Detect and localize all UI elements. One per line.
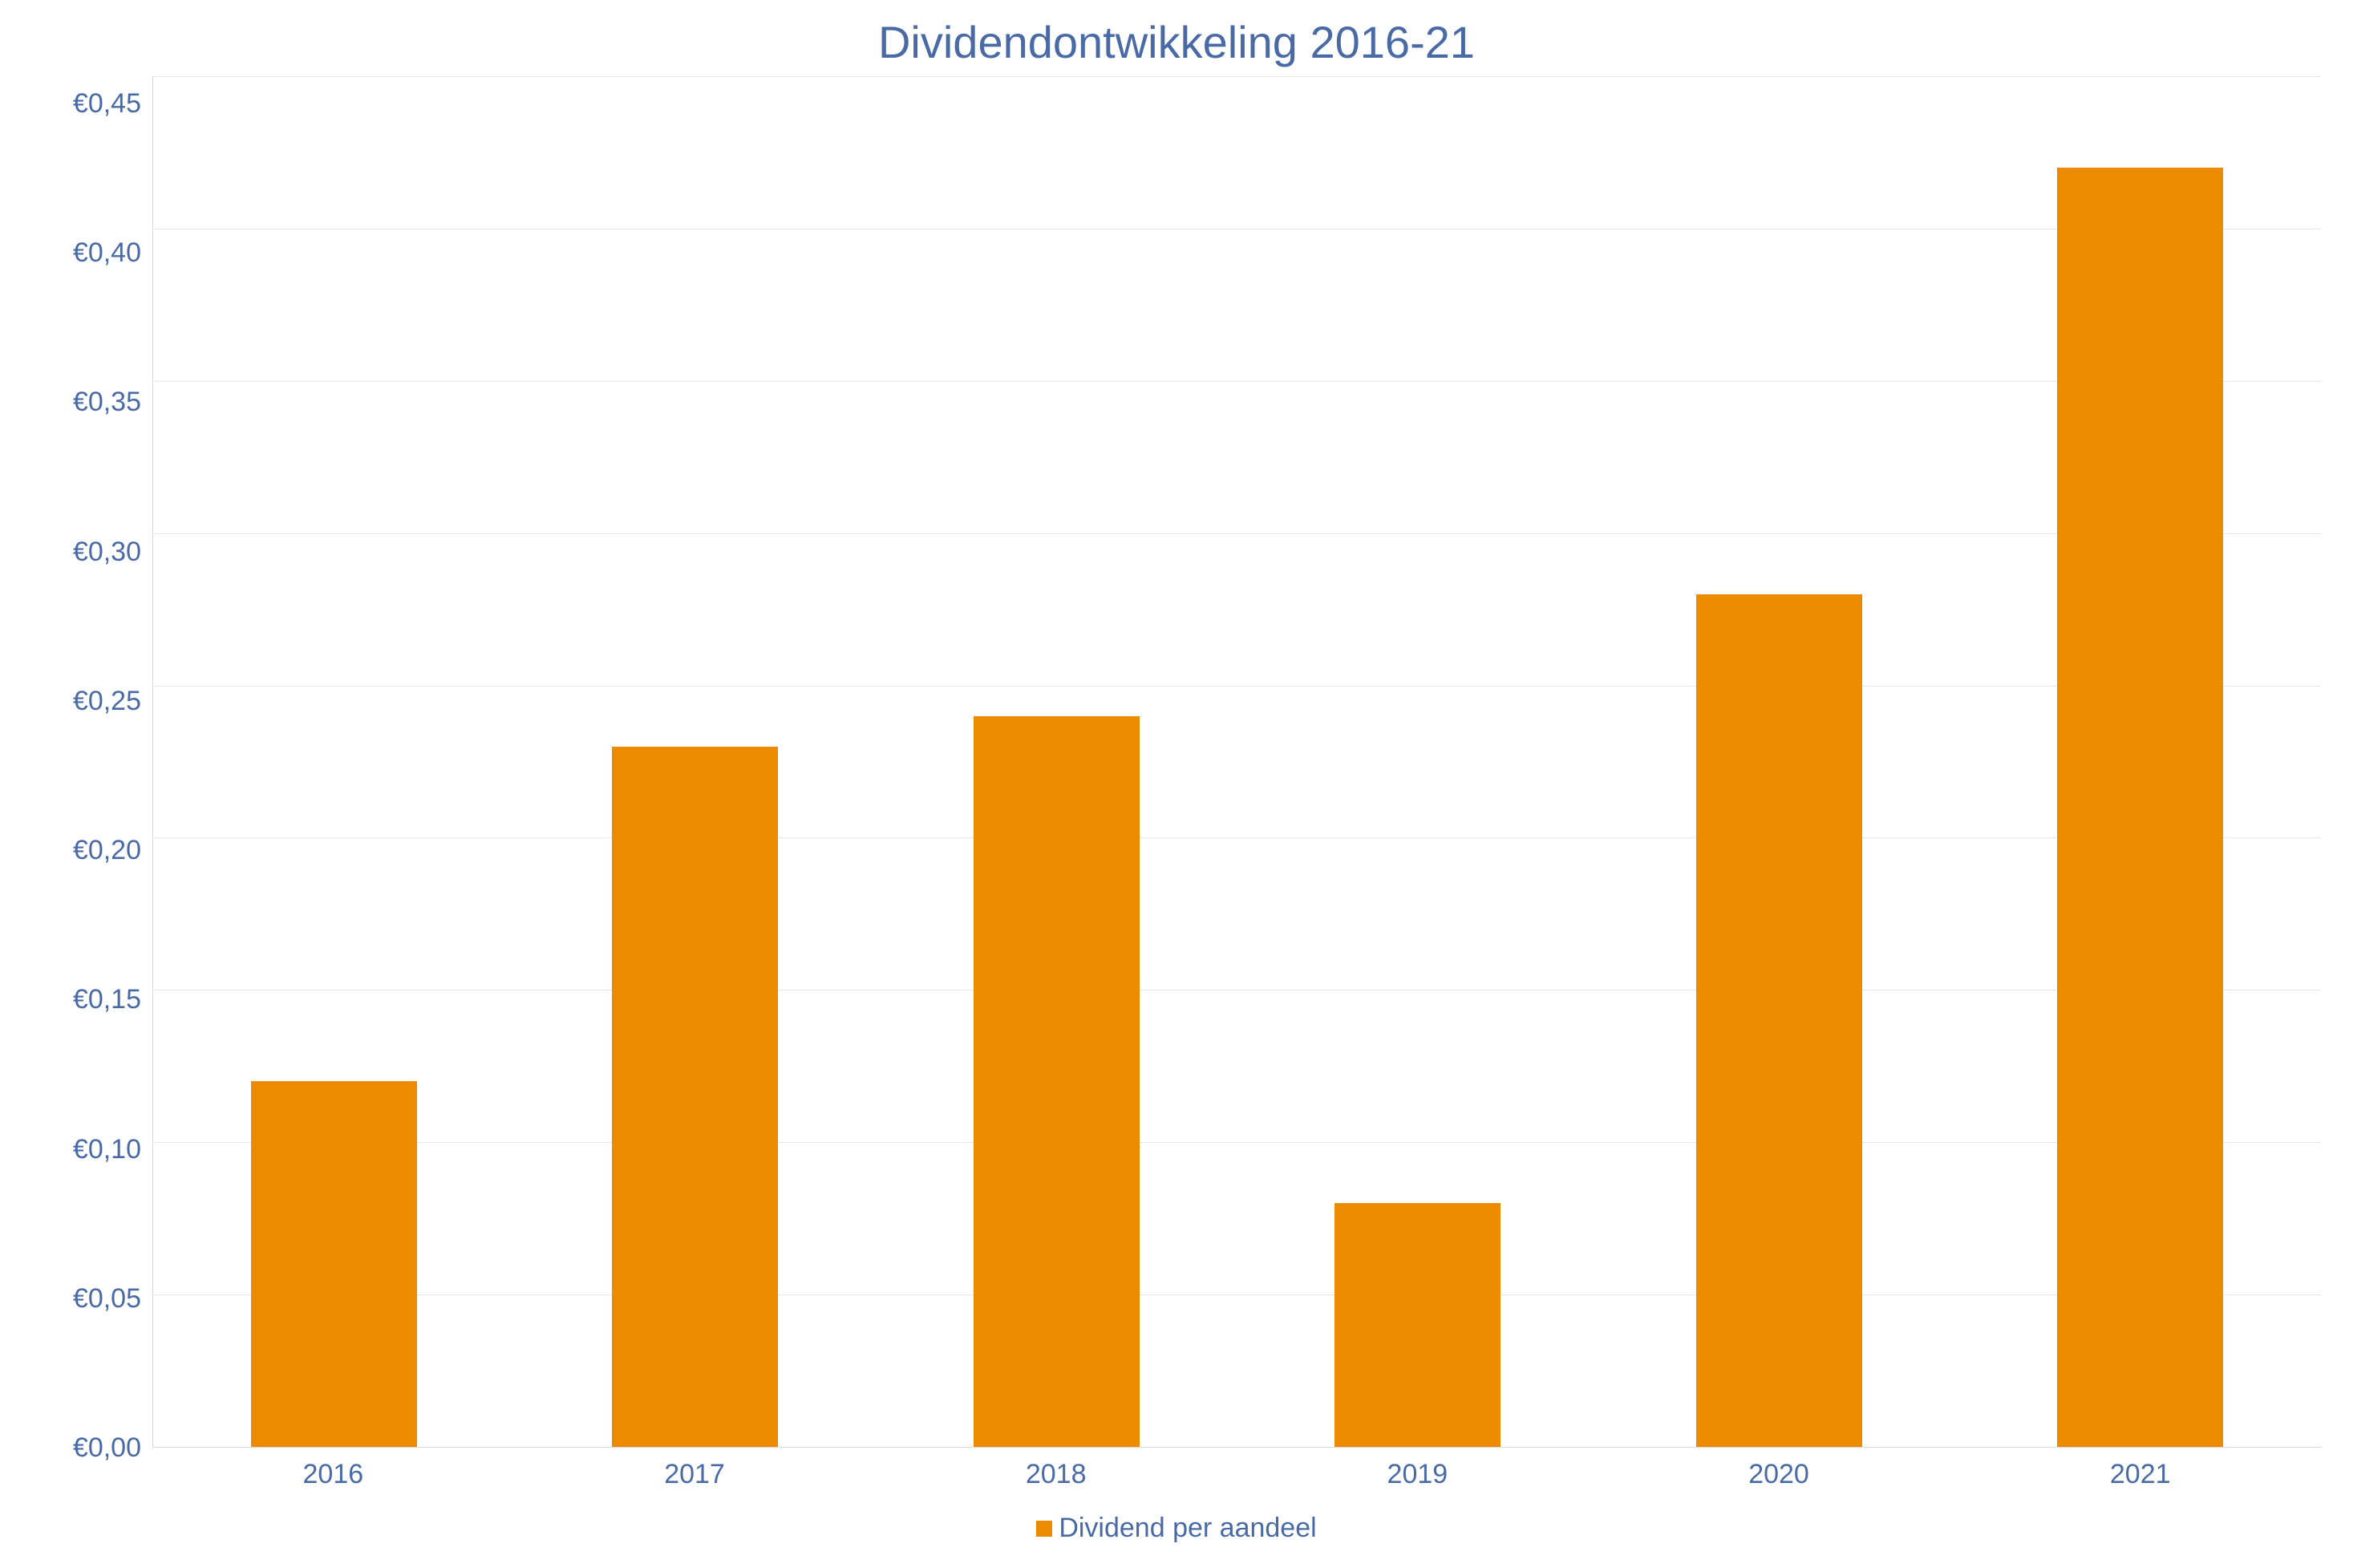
bar-2020 [1696, 594, 1862, 1447]
bar-slot [1960, 76, 2322, 1447]
x-tick-label: 2018 [875, 1459, 1237, 1490]
y-tick-label: €0,15 [73, 986, 141, 1013]
x-tick-label: 2020 [1598, 1459, 1960, 1490]
bar-slot [1237, 76, 1599, 1447]
legend-swatch [1036, 1521, 1052, 1537]
x-tick-label: 2016 [152, 1459, 514, 1490]
bar-2021 [2057, 168, 2223, 1447]
y-tick-label: €0,40 [73, 239, 141, 266]
y-tick-label: €0,45 [73, 90, 141, 117]
chart-title: Dividendontwikkeling 2016-21 [32, 16, 2321, 68]
bars-container [153, 76, 2321, 1447]
y-tick-label: €0,05 [73, 1285, 141, 1312]
legend-label: Dividend per aandeel [1059, 1513, 1316, 1544]
y-tick-label: €0,30 [73, 538, 141, 565]
y-tick-label: €0,10 [73, 1136, 141, 1163]
x-tick-label: 2017 [514, 1459, 876, 1490]
y-tick-label: €0,20 [73, 837, 141, 864]
plot-area [152, 76, 2321, 1448]
plot-row: €0,45 €0,40 €0,35 €0,30 €0,25 €0,20 €0,15 €0,10… [32, 76, 2321, 1448]
y-tick-label: €0,35 [73, 388, 141, 415]
bar-2019 [1334, 1203, 1500, 1447]
dividend-chart: Dividendontwikkeling 2016-21 €0,45€0,40€… [32, 16, 2321, 1544]
bar-slot [153, 76, 515, 1447]
y-axis: €0,45 €0,40 €0,35 €0,30 €0,25 €0,20 €0,15 €0,10… [32, 76, 152, 1448]
legend: Dividend per aandeel [32, 1513, 2321, 1544]
x-tick-label: 2021 [1959, 1459, 2321, 1490]
y-tick-label: €0,25 [73, 687, 141, 715]
bar-2016 [251, 1081, 417, 1447]
bar-slot [876, 76, 1237, 1447]
y-tick-label: €0,00 [73, 1434, 141, 1461]
bar-slot [515, 76, 877, 1447]
bar-2018 [974, 716, 1140, 1447]
bar-slot [1598, 76, 1960, 1447]
x-tick-label: 2019 [1237, 1459, 1598, 1490]
x-axis-row: 201620172018201920202021 [32, 1448, 2321, 1490]
bar-2017 [612, 747, 778, 1447]
x-axis: 201620172018201920202021 [152, 1459, 2321, 1490]
